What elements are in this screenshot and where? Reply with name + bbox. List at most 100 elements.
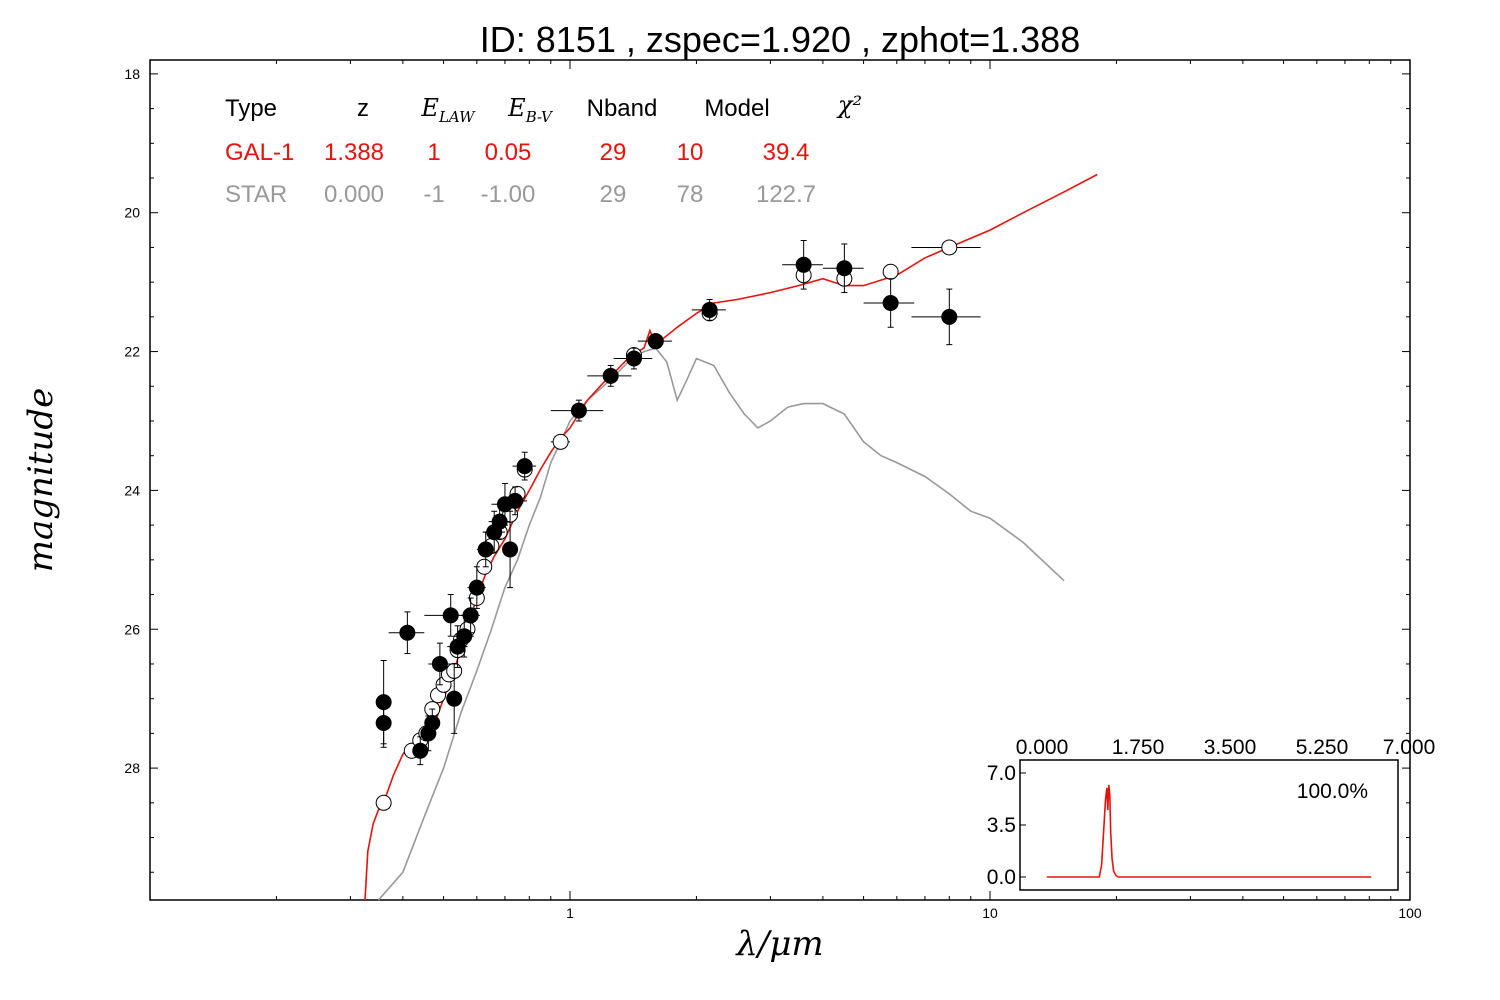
table-cell: 78 bbox=[677, 181, 704, 208]
inset-y-tick-label: 7.0 bbox=[987, 762, 1016, 785]
point-marker bbox=[625, 350, 642, 367]
point-marker bbox=[446, 690, 463, 707]
inset-x-tick-label: 1.750 bbox=[1112, 736, 1165, 759]
filled-point bbox=[550, 399, 604, 422]
point-marker bbox=[507, 492, 524, 509]
point-marker bbox=[424, 714, 441, 731]
x-axis-label: λ/μm bbox=[734, 924, 823, 964]
filled-point bbox=[502, 486, 528, 516]
open-point bbox=[550, 433, 570, 450]
y-tick-label: 22 bbox=[124, 344, 140, 360]
table-header-chi2: χ² bbox=[836, 91, 862, 119]
point-marker bbox=[399, 624, 416, 641]
filled-point bbox=[863, 278, 915, 328]
table-cell: 10 bbox=[677, 139, 704, 166]
table-cell: STAR bbox=[225, 181, 287, 208]
filled-point bbox=[691, 299, 726, 321]
y-tick-label: 18 bbox=[124, 66, 140, 82]
open-point bbox=[882, 263, 899, 280]
filled-point bbox=[782, 239, 823, 290]
table-header-type: Type bbox=[225, 95, 277, 122]
filled-point bbox=[512, 451, 537, 481]
point-marker bbox=[836, 260, 853, 277]
filled-point bbox=[460, 597, 480, 634]
inset-x-tick-label: 0.000 bbox=[1016, 736, 1069, 759]
table-header-nband: Nband bbox=[587, 95, 658, 122]
point-marker bbox=[468, 579, 485, 596]
table-cell: -1 bbox=[423, 181, 444, 208]
inset-frame bbox=[1019, 759, 1399, 891]
y-tick-label: 20 bbox=[124, 205, 140, 221]
galaxy-model-line bbox=[364, 173, 1098, 901]
point-marker bbox=[516, 458, 533, 475]
point-marker bbox=[941, 308, 958, 325]
point-marker bbox=[462, 607, 479, 624]
point-marker bbox=[442, 607, 459, 624]
pdz-line bbox=[1046, 784, 1372, 878]
inset-y-tick-label: 3.5 bbox=[987, 814, 1016, 837]
star-model-line bbox=[377, 347, 1065, 901]
table-cell: 1.388 bbox=[324, 139, 384, 166]
filled-point bbox=[446, 663, 463, 734]
point-marker bbox=[375, 794, 392, 811]
point-marker bbox=[502, 541, 519, 558]
filled-point bbox=[476, 531, 495, 568]
point-marker bbox=[941, 239, 958, 256]
point-marker bbox=[375, 714, 392, 731]
y-tick-label: 28 bbox=[124, 760, 140, 776]
chart-title: ID: 8151 , zspec=1.920 , zphot=1.388 bbox=[480, 19, 1080, 60]
table-cell: 122.7 bbox=[756, 181, 816, 208]
point-marker bbox=[647, 333, 664, 350]
point-marker bbox=[456, 628, 473, 645]
y-tick-label: 24 bbox=[124, 482, 140, 498]
table-cell: 29 bbox=[600, 139, 627, 166]
table-cell: 0.000 bbox=[324, 181, 384, 208]
inset-x-tick-label: 5.250 bbox=[1296, 736, 1349, 759]
y-tick-label: 26 bbox=[124, 621, 140, 637]
point-marker bbox=[701, 301, 718, 318]
x-tick-label: 10 bbox=[982, 905, 998, 921]
inset-x-tick-label: 7.000 bbox=[1383, 736, 1436, 759]
photometry-points bbox=[375, 239, 981, 811]
table-cell: 29 bbox=[600, 181, 627, 208]
x-tick-label: 1 bbox=[566, 905, 574, 921]
table-cell: 39.4 bbox=[763, 139, 810, 166]
point-marker bbox=[552, 433, 569, 450]
filled-point bbox=[502, 510, 519, 589]
point-marker bbox=[882, 263, 899, 280]
table-header-ebv: EB-V bbox=[507, 94, 554, 126]
table-header-elaw: ELAW bbox=[420, 94, 476, 126]
filled-point bbox=[428, 642, 451, 686]
filled-point bbox=[613, 347, 653, 370]
open-point bbox=[911, 239, 981, 256]
table-header-model: Model bbox=[704, 95, 769, 122]
y-axis-label: magnitude bbox=[21, 388, 61, 573]
filled-point bbox=[388, 611, 425, 655]
plot-frame bbox=[149, 59, 1411, 901]
pdz-inset: 0.000 1.750 3.500 5.250 7.000 0.0 3.5 7.0 100.0% bbox=[987, 736, 1436, 891]
filled-point bbox=[911, 288, 981, 346]
point-marker bbox=[477, 541, 494, 558]
table-header-z: z bbox=[357, 95, 369, 122]
axis-labels: λ/μm magnitude bbox=[21, 388, 824, 964]
filled-point bbox=[375, 698, 392, 748]
point-marker bbox=[882, 294, 899, 311]
open-point bbox=[375, 794, 392, 811]
table-cell: GAL-1 bbox=[225, 139, 294, 166]
table-cell: 0.05 bbox=[485, 139, 532, 166]
point-marker bbox=[431, 655, 448, 672]
filled-point bbox=[637, 333, 673, 350]
filled-point bbox=[424, 708, 441, 738]
x-tick-label: 100 bbox=[1398, 905, 1422, 921]
model-curves bbox=[364, 173, 1098, 901]
filled-point bbox=[467, 566, 486, 609]
inset-annotation: 100.0% bbox=[1297, 780, 1368, 803]
inset-y-tick-label: 0.0 bbox=[987, 866, 1016, 889]
inset-x-tick-label: 3.500 bbox=[1204, 736, 1257, 759]
filled-point bbox=[587, 364, 632, 387]
filled-point bbox=[822, 243, 864, 294]
point-marker bbox=[602, 367, 619, 384]
axis-ticks: 18 20 22 24 26 28 1 10 100 bbox=[124, 60, 1422, 921]
filled-point bbox=[412, 736, 429, 766]
point-marker bbox=[570, 402, 587, 419]
